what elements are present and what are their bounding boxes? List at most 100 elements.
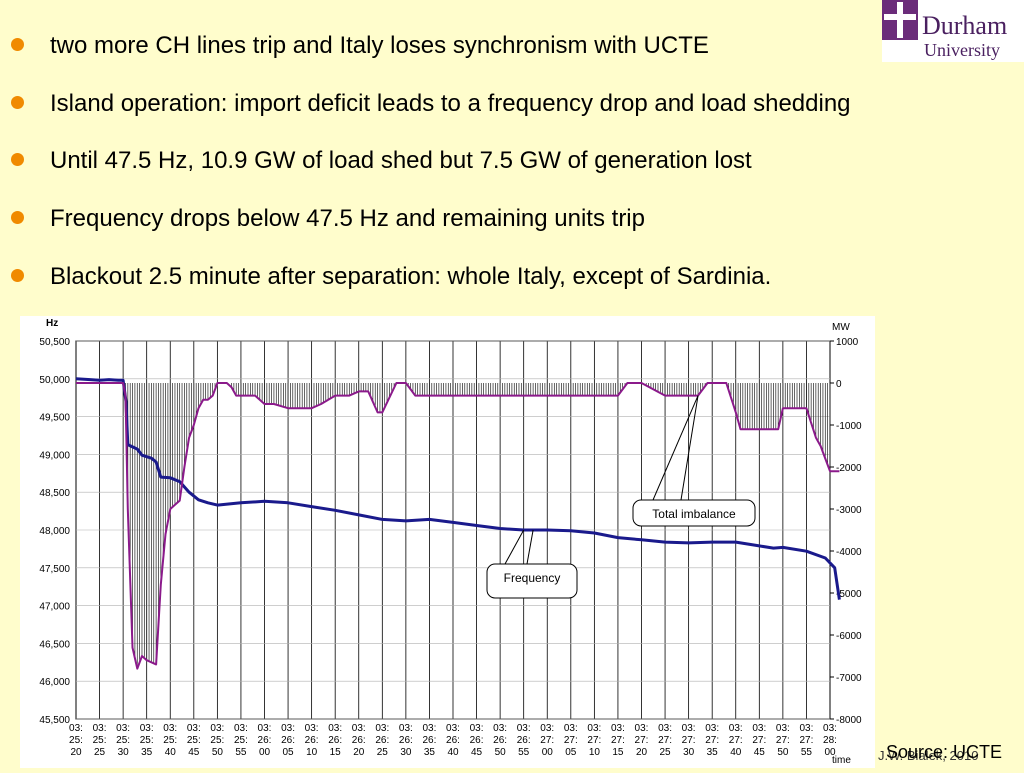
x-tick-label: 50 bbox=[212, 747, 224, 758]
bullet-item: Island operation: import deficit leads t… bbox=[0, 84, 1000, 124]
right-tick-label: -6000 bbox=[836, 631, 862, 642]
x-tick-label: 25: bbox=[69, 735, 83, 746]
bullet-icon bbox=[11, 38, 24, 51]
x-tick-label: 10 bbox=[589, 747, 601, 758]
left-tick-label: 49,000 bbox=[39, 450, 70, 461]
x-tick-label: 55 bbox=[518, 747, 530, 758]
x-tick-label: 35 bbox=[141, 747, 153, 758]
x-tick-label: 30 bbox=[683, 747, 695, 758]
frequency-chart: 50,500 50,000 49,500 49,000 48,500 48,000 47,5… bbox=[20, 316, 875, 768]
bullet-item: Frequency drops below 47.5 Hz and remain… bbox=[0, 199, 1000, 239]
left-tick-label: 47,500 bbox=[39, 564, 70, 575]
x-tick-label: 15 bbox=[612, 747, 624, 758]
x-tick-label: 26: bbox=[399, 735, 413, 746]
imbalance-fill bbox=[125, 383, 831, 669]
x-axis: 03:25:2003:25:2503:25:3003:25:3503:25:40… bbox=[69, 723, 851, 766]
chart-svg: 50,500 50,000 49,500 49,000 48,500 48,000 47,5… bbox=[39, 318, 862, 766]
x-tick-label: 27: bbox=[705, 735, 719, 746]
x-tick-label: 40 bbox=[730, 747, 742, 758]
left-tick-label: 47,000 bbox=[39, 602, 70, 613]
left-tick-label: 48,000 bbox=[39, 526, 70, 537]
x-tick-label: 03: bbox=[635, 723, 649, 734]
x-tick-label: 03: bbox=[305, 723, 319, 734]
x-tick-label: 03: bbox=[116, 723, 130, 734]
x-tick-label: 03: bbox=[210, 723, 224, 734]
left-tick-label: 48,500 bbox=[39, 488, 70, 499]
x-tick-label: 03: bbox=[517, 723, 531, 734]
x-tick-label: 27: bbox=[752, 735, 766, 746]
x-tick-label: 00 bbox=[259, 747, 271, 758]
x-tick-label: 03: bbox=[163, 723, 177, 734]
x-tick-label: 27: bbox=[635, 735, 649, 746]
total-imbalance-line bbox=[76, 382, 840, 670]
x-tick-label: 03: bbox=[258, 723, 272, 734]
callout-pointer bbox=[652, 395, 699, 501]
bullet-item: two more CH lines trip and Italy loses s… bbox=[0, 26, 1000, 66]
footer-attribution: J.W. Bialek, 2010 bbox=[878, 748, 979, 763]
bullet-text: two more CH lines trip and Italy loses s… bbox=[50, 32, 709, 59]
left-axis: 50,500 50,000 49,500 49,000 48,500 48,000 47,5… bbox=[39, 318, 70, 726]
x-tick-label: 03: bbox=[682, 723, 696, 734]
x-tick-label: 03: bbox=[328, 723, 342, 734]
x-tick-label: 03: bbox=[564, 723, 578, 734]
x-tick-label: 27: bbox=[776, 735, 790, 746]
left-tick-label: 50,500 bbox=[39, 337, 70, 348]
x-tick-label: 03: bbox=[729, 723, 743, 734]
right-tick-label: -4000 bbox=[836, 547, 862, 558]
bullet-item: Blackout 2.5 minute after separation: wh… bbox=[0, 257, 1000, 297]
x-tick-label: 03: bbox=[187, 723, 201, 734]
frequency-label: Frequency bbox=[504, 571, 561, 585]
x-tick-label: 25 bbox=[94, 747, 106, 758]
x-tick-label: 25: bbox=[210, 735, 224, 746]
x-tick-label: 03: bbox=[422, 723, 436, 734]
callout-pointer bbox=[526, 529, 534, 565]
x-tick-label: 27: bbox=[540, 735, 554, 746]
x-tick-label: 03: bbox=[587, 723, 601, 734]
bullet-item: Until 47.5 Hz, 10.9 GW of load shed but … bbox=[0, 141, 1000, 181]
callout-pointer bbox=[504, 529, 525, 565]
right-tick-label: -2000 bbox=[836, 463, 862, 474]
x-tick-label: 26: bbox=[517, 735, 531, 746]
x-tick-label: 26: bbox=[493, 735, 507, 746]
x-tick-label: 20 bbox=[353, 747, 365, 758]
x-tick-label: 03: bbox=[799, 723, 813, 734]
x-tick-label: 40 bbox=[447, 747, 459, 758]
x-tick-label: 27: bbox=[799, 735, 813, 746]
right-tick-label: -7000 bbox=[836, 673, 862, 684]
x-tick-label: 45 bbox=[471, 747, 483, 758]
x-tick-label: 26: bbox=[422, 735, 436, 746]
left-tick-label: 46,000 bbox=[39, 677, 70, 688]
left-axis-unit: Hz bbox=[46, 318, 58, 329]
x-tick-label: 03: bbox=[375, 723, 389, 734]
left-tick-label: 49,500 bbox=[39, 413, 70, 424]
x-tick-label: 26: bbox=[305, 735, 319, 746]
x-tick-label: 45 bbox=[188, 747, 200, 758]
x-tick-label: 27: bbox=[587, 735, 601, 746]
x-tick-label: 03: bbox=[399, 723, 413, 734]
x-tick-label: 03: bbox=[281, 723, 295, 734]
x-tick-label: 30 bbox=[118, 747, 130, 758]
total-imbalance-callout bbox=[632, 499, 756, 527]
series-lines bbox=[75, 377, 841, 670]
x-tick-label: 26: bbox=[446, 735, 460, 746]
x-axis-label: time bbox=[832, 755, 851, 766]
bullet-text: Frequency drops below 47.5 Hz and remain… bbox=[50, 205, 645, 232]
x-tick-label: 03: bbox=[705, 723, 719, 734]
x-tick-label: 27: bbox=[658, 735, 672, 746]
x-tick-label: 35 bbox=[707, 747, 719, 758]
x-tick-label: 03: bbox=[446, 723, 460, 734]
frequency-line bbox=[75, 377, 841, 600]
x-tick-label: 03: bbox=[752, 723, 766, 734]
right-tick-label: -5000 bbox=[836, 589, 862, 600]
x-tick-label: 15 bbox=[330, 747, 342, 758]
bullet-icon bbox=[11, 269, 24, 282]
x-tick-label: 30 bbox=[400, 747, 412, 758]
x-tick-label: 00 bbox=[542, 747, 554, 758]
x-tick-label: 27: bbox=[729, 735, 743, 746]
right-tick-label: -8000 bbox=[836, 715, 862, 726]
x-tick-label: 27: bbox=[682, 735, 696, 746]
x-tick-label: 03: bbox=[234, 723, 248, 734]
x-tick-label: 27: bbox=[564, 735, 578, 746]
durham-university-logo: Durham University bbox=[882, 0, 1024, 62]
x-tick-label: 03: bbox=[93, 723, 107, 734]
